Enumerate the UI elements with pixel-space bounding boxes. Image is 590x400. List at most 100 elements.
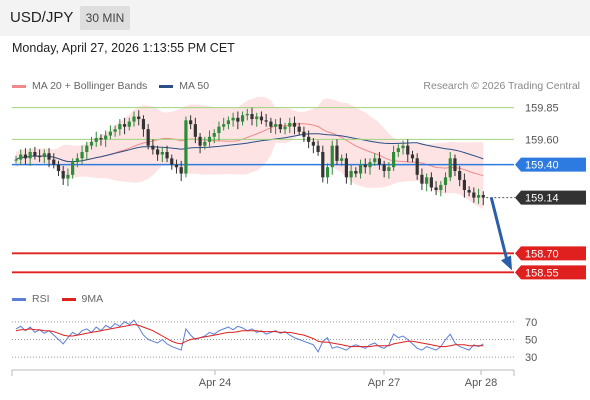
candle-body — [217, 126, 221, 133]
candle-body — [52, 159, 56, 165]
candle-body — [170, 158, 174, 165]
candle-body — [146, 129, 150, 146]
candle-body — [33, 152, 37, 156]
candle-body — [363, 164, 367, 168]
candle-body — [80, 152, 84, 159]
support-2-tag — [515, 265, 586, 280]
credit-label: Research © 2026 Trading Central — [423, 80, 580, 92]
candle-body — [448, 158, 452, 178]
last-price-label: 159.14 — [525, 193, 559, 205]
candle-body — [156, 149, 160, 155]
forecast-arrow-shaft — [489, 197, 509, 261]
candle-body — [382, 164, 386, 171]
candle-body — [165, 152, 169, 159]
candle-body — [127, 121, 131, 127]
candle-body — [236, 117, 240, 122]
support-1-tag — [515, 246, 586, 261]
candle-body — [160, 152, 164, 155]
candle-body — [392, 152, 396, 168]
candle-body — [113, 129, 117, 132]
ma20-legend-label: MA 20 + Bollinger Bands — [32, 80, 148, 92]
support-2-label: 158.55 — [525, 267, 559, 279]
ma50-swatch — [159, 84, 174, 88]
resistance-2-label: 159.60 — [525, 134, 559, 146]
candle-body — [122, 124, 127, 127]
candle-body — [184, 120, 188, 174]
candle-body — [349, 171, 353, 178]
candle-body — [401, 145, 405, 149]
candle-body — [38, 155, 42, 158]
candle-body — [99, 138, 103, 140]
candle-body — [151, 145, 155, 150]
rsi-level-label: 70 — [525, 317, 537, 329]
candle-body — [377, 158, 382, 165]
candle-body — [278, 124, 282, 130]
candle-body — [61, 171, 65, 179]
candle-body — [75, 158, 79, 163]
symbol-label: USD/JPY — [10, 9, 74, 26]
rsi-legend-label: RSI — [32, 293, 50, 305]
candle-body — [137, 116, 141, 120]
candle-body — [344, 158, 348, 178]
ma50-line — [15, 133, 484, 163]
candle-body — [481, 195, 485, 198]
candle-body — [425, 177, 429, 184]
candle-body — [193, 124, 197, 137]
candle-body — [269, 121, 273, 127]
candle-body — [415, 158, 419, 175]
candle-body — [283, 126, 287, 130]
rsi-legend: RSI 9MA — [12, 293, 103, 305]
candle-body — [387, 167, 391, 171]
candle-body — [472, 192, 476, 198]
pivot-label: 159.40 — [525, 160, 559, 172]
candle-body — [56, 164, 61, 171]
candle-body — [14, 159, 18, 161]
candle-body — [396, 148, 400, 152]
candle-body — [207, 136, 212, 142]
rsi-ma9-line — [15, 323, 484, 348]
candle-body — [198, 136, 202, 146]
candle-body — [245, 114, 249, 116]
candle-body — [132, 116, 136, 122]
candle-body — [259, 116, 264, 121]
candle-body — [302, 131, 306, 137]
candle-body — [94, 138, 98, 142]
candle-body — [476, 195, 481, 198]
candle-body — [429, 177, 433, 188]
candle-body — [47, 153, 51, 160]
x-tick-label: Apr 28 — [465, 377, 497, 389]
candle-body — [420, 174, 424, 184]
candle-body — [212, 133, 216, 137]
rsi-swatch — [12, 297, 26, 301]
candle-body — [311, 141, 315, 146]
datetime-label: Monday, April 27, 2026 1:13:55 PM CET — [12, 41, 235, 55]
support-1-label: 158.70 — [525, 248, 559, 260]
candle-body — [174, 164, 179, 168]
ma9-swatch — [61, 297, 76, 301]
candle-body — [264, 120, 268, 122]
pivot-tag — [515, 157, 586, 172]
ma20-swatch — [12, 84, 26, 88]
candle-body — [292, 122, 297, 127]
candle-body — [410, 154, 415, 159]
candle-body — [250, 114, 254, 120]
last-price-tag — [515, 190, 586, 205]
candle-body — [42, 153, 46, 158]
candle-body — [307, 136, 311, 142]
candle-body — [179, 167, 183, 174]
candle-body — [231, 117, 235, 121]
candle-body — [335, 145, 339, 161]
candle-body — [85, 145, 89, 152]
candle-body — [189, 120, 193, 125]
candle-body — [28, 152, 32, 159]
timeframe-button[interactable]: 30 MIN — [80, 6, 130, 30]
x-tick-label: Apr 24 — [199, 377, 231, 389]
rsi-level-label: 50 — [525, 335, 537, 347]
candle-body — [358, 164, 363, 174]
price-legend: MA 20 + Bollinger Bands MA 50 — [12, 80, 209, 92]
candle-body — [23, 154, 28, 159]
candle-body — [240, 115, 245, 122]
candle-body — [89, 141, 94, 146]
ma50-legend-label: MA 50 — [179, 80, 210, 92]
